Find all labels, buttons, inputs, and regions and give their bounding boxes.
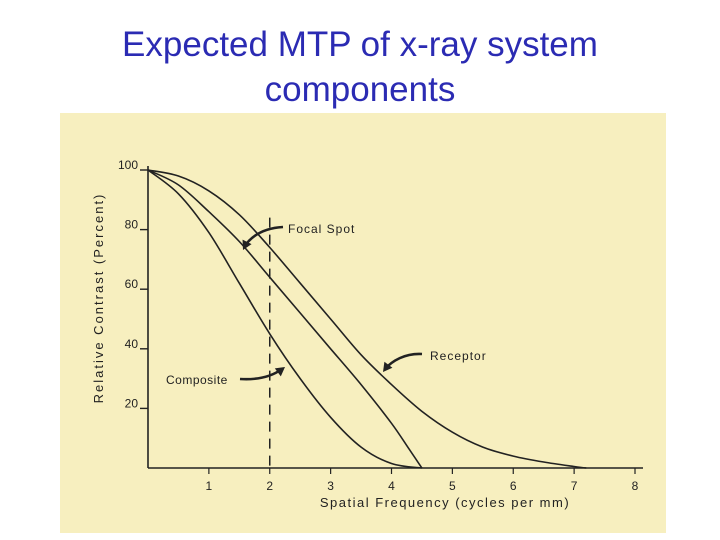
x-tick-label: 2: [266, 479, 273, 493]
annotation-composite-arrow: [239, 367, 283, 381]
series-line-composite: [147, 169, 423, 469]
chart-axes: [147, 166, 643, 469]
mtf-chart: 20 40 60 80 100 1 2 3 4 5 6 7 8 Focal Spot Receptor Co…: [91, 158, 643, 510]
series-line-focal-spot: [147, 169, 423, 469]
slide-title: Expected MTP of x-ray system components: [0, 22, 720, 112]
chart-series: [147, 169, 587, 469]
x-tick-label: 7: [571, 479, 578, 493]
chart-figure: 20 40 60 80 100 1 2 3 4 5 6 7 8 Focal Spot Receptor Co…: [60, 113, 666, 533]
x-tick-label: 5: [449, 479, 456, 493]
y-tick-label: 100: [118, 158, 138, 172]
y-tick-label: 20: [125, 396, 139, 410]
slide-title-line-2: components: [264, 70, 456, 109]
chart-ticks: 20 40 60 80 100 1 2 3 4 5 6 7 8: [118, 158, 639, 493]
x-tick-label: 6: [510, 479, 517, 493]
annotation-focal-spot-arrowhead: [242, 239, 252, 250]
annotation-composite-arrowhead: [274, 367, 285, 377]
annotation-receptor: Receptor: [430, 349, 487, 363]
x-tick-label: 3: [327, 479, 334, 493]
chart-annotations: Focal Spot Receptor Composite: [166, 222, 487, 387]
series-line-receptor: [147, 169, 587, 469]
y-axis-label: Relative Contrast (Percent): [91, 193, 106, 404]
y-tick-label: 60: [125, 277, 139, 291]
y-tick-label: 80: [125, 218, 139, 232]
annotation-focal-spot: Focal Spot: [288, 222, 355, 236]
annotation-receptor-arrowhead: [383, 361, 393, 372]
annotation-composite: Composite: [166, 373, 228, 387]
x-tick-label: 4: [388, 479, 395, 493]
slide-title-line-1: Expected MTP of x-ray system: [122, 25, 598, 64]
y-tick-label: 40: [125, 337, 139, 351]
x-axis-label: Spatial Frequency (cycles per mm): [320, 495, 570, 510]
x-tick-label: 8: [632, 479, 639, 493]
x-tick-label: 1: [206, 479, 213, 493]
